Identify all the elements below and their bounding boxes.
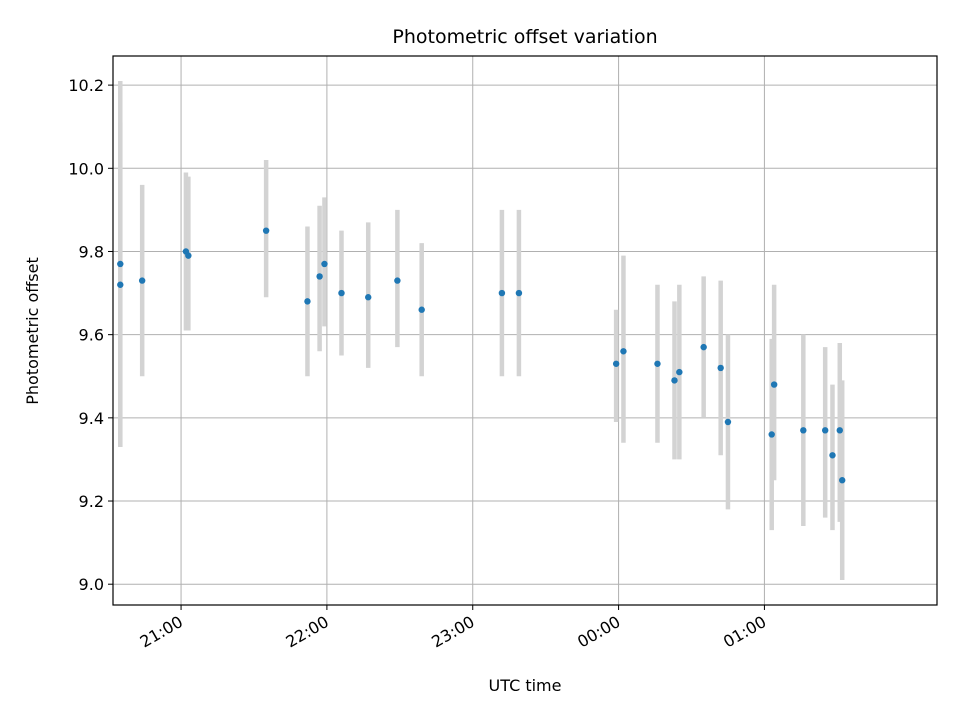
data-point xyxy=(620,348,627,355)
data-point xyxy=(654,360,661,367)
x-tick-label: 22:00 xyxy=(282,612,331,652)
y-tick-label: 9.0 xyxy=(79,575,104,594)
grid-lines xyxy=(113,56,937,605)
error-bars xyxy=(118,80,845,581)
data-point xyxy=(821,427,829,434)
data-point xyxy=(365,294,372,301)
y-axis-ticks: 9.0 9.2 9.4 9.6 9.8 10.0 10.2 xyxy=(68,76,113,594)
plot-frame xyxy=(112,55,938,606)
data-point xyxy=(836,427,843,434)
x-tick-label: 21:00 xyxy=(137,612,186,652)
data-point xyxy=(117,281,124,288)
data-point xyxy=(676,368,683,376)
data-point xyxy=(117,260,124,268)
x-tick-label: 01:00 xyxy=(720,612,769,652)
data-point xyxy=(338,289,345,297)
y-axis-label: Photometric offset xyxy=(23,257,42,405)
data-point xyxy=(671,377,678,384)
data-point xyxy=(394,277,401,284)
data-point xyxy=(612,360,620,367)
data-point xyxy=(800,427,807,434)
y-tick-label: 9.8 xyxy=(79,242,104,261)
data-point xyxy=(700,343,707,351)
data-points xyxy=(117,227,846,484)
y-tick-label: 10.0 xyxy=(68,159,104,178)
data-point xyxy=(724,418,732,426)
y-tick-label: 9.2 xyxy=(79,492,104,511)
x-tick-label: 00:00 xyxy=(574,612,623,652)
data-point xyxy=(498,289,506,297)
data-point xyxy=(768,431,775,438)
data-point xyxy=(418,306,425,313)
y-tick-label: 9.4 xyxy=(79,409,104,428)
y-tick-label: 9.6 xyxy=(79,326,104,345)
data-point xyxy=(829,452,836,459)
data-point xyxy=(262,227,270,234)
data-point xyxy=(304,298,311,305)
y-tick-label: 10.2 xyxy=(68,76,104,95)
x-axis-label: UTC time xyxy=(489,676,562,695)
data-point xyxy=(316,273,323,280)
data-point xyxy=(515,289,523,297)
data-point xyxy=(770,381,778,388)
x-tick-label: 23:00 xyxy=(428,612,477,652)
chart-title: Photometric offset variation xyxy=(392,26,657,48)
data-point xyxy=(138,277,146,284)
data-point xyxy=(185,252,192,259)
data-point xyxy=(839,477,846,484)
x-axis-ticks: 21:00 22:00 23:00 00:00 01:00 xyxy=(137,605,769,652)
data-point xyxy=(717,364,724,372)
data-point xyxy=(321,260,328,268)
